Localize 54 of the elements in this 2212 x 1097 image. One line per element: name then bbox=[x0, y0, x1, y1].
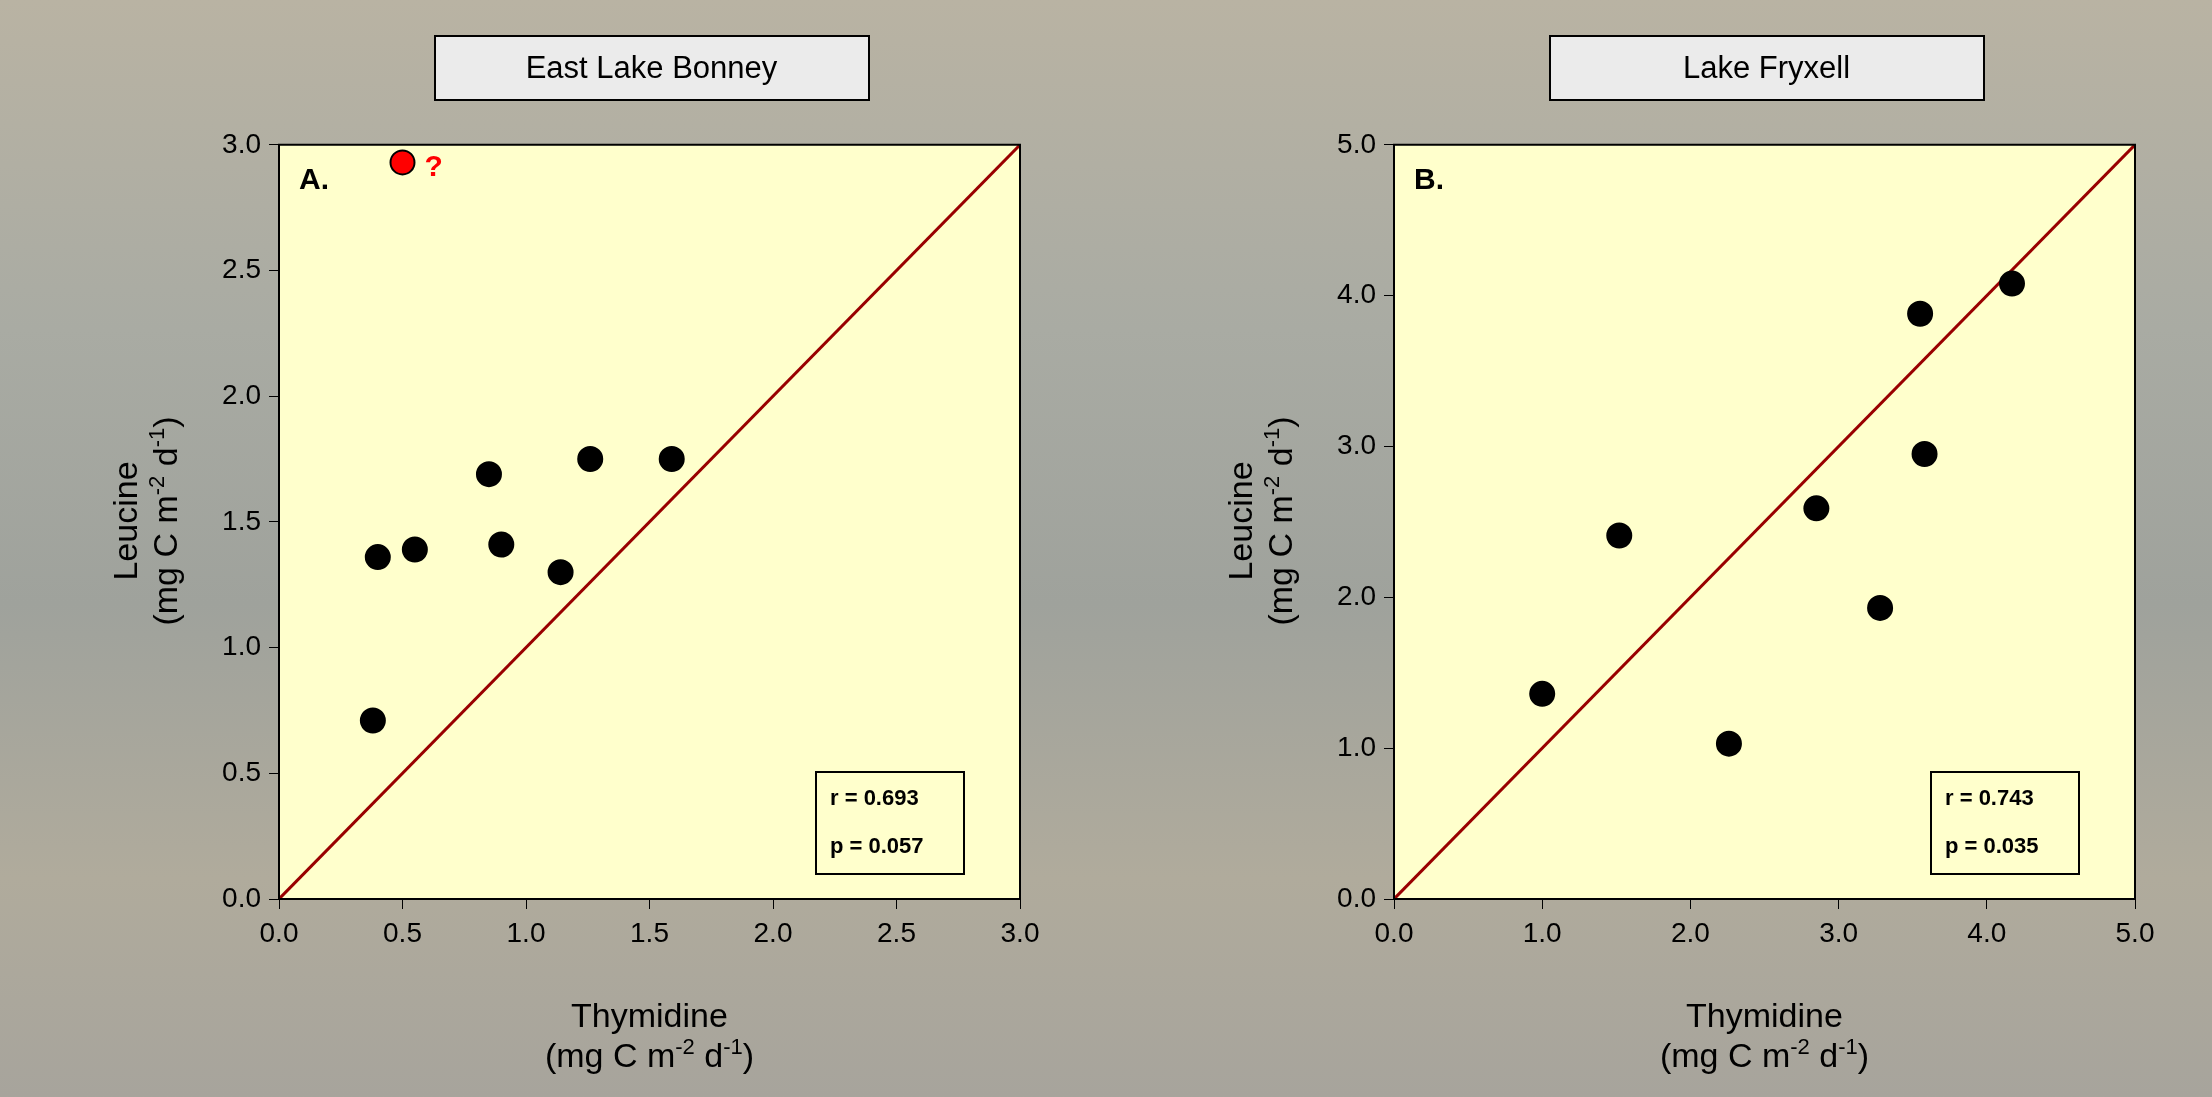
x-axis-title: Thymidine (mg C m$^{-2}$ d$^{-1}$) bbox=[1659, 995, 1870, 1075]
x-tick-label: 4.0 bbox=[1967, 916, 2007, 948]
point bbox=[1803, 495, 1830, 522]
y-tick-label: 4.0 bbox=[1337, 278, 1376, 310]
point bbox=[1529, 680, 1556, 707]
annotation: A. bbox=[299, 162, 329, 196]
x-tick-label: 2.0 bbox=[753, 916, 793, 948]
point bbox=[658, 446, 685, 473]
annotation: r = 0.743 bbox=[1945, 785, 2034, 811]
y-tick-label: 1.0 bbox=[1337, 730, 1376, 762]
point bbox=[1867, 594, 1894, 621]
y-tick-label: 3.0 bbox=[222, 127, 261, 159]
x-tick-label: 1.5 bbox=[630, 916, 669, 948]
point bbox=[1998, 270, 2025, 297]
annotation: p = 0.057 bbox=[830, 833, 924, 859]
point bbox=[1911, 441, 1938, 468]
x-tick-label: 0.0 bbox=[1374, 916, 1414, 948]
y-tick-label: 1.5 bbox=[222, 504, 261, 536]
y-tick-label: 2.0 bbox=[1337, 580, 1376, 612]
annotation: B. bbox=[1414, 162, 1444, 196]
point bbox=[547, 559, 574, 586]
annotation: r = 0.693 bbox=[830, 785, 919, 811]
y-tick-label: 2.0 bbox=[222, 378, 261, 410]
y-tick-label: 0.0 bbox=[1337, 881, 1376, 913]
y-tick-label: 2.5 bbox=[222, 253, 261, 285]
annotation: p = 0.035 bbox=[1945, 833, 2039, 859]
annotation: ? bbox=[424, 148, 443, 182]
x-axis-title: Thymidine (mg C m$^{-2}$ d$^{-1}$) bbox=[544, 995, 755, 1075]
x-tick-label: 2.0 bbox=[1670, 916, 1710, 948]
chart-title: Lake Fryxell bbox=[1548, 35, 1985, 101]
x-tick-label: 1.0 bbox=[506, 916, 546, 948]
x-tick-label: 0.0 bbox=[259, 916, 299, 948]
point bbox=[577, 446, 604, 473]
y-tick-label: 0.5 bbox=[222, 756, 261, 788]
point bbox=[1907, 300, 1934, 327]
x-tick-label: 0.5 bbox=[383, 916, 422, 948]
point bbox=[475, 461, 502, 488]
x-tick-label: 3.0 bbox=[1819, 916, 1859, 948]
point bbox=[488, 531, 515, 558]
x-tick-label: 5.0 bbox=[2115, 916, 2155, 948]
x-tick-label: 3.0 bbox=[1000, 916, 1040, 948]
point bbox=[359, 707, 386, 734]
point bbox=[401, 536, 428, 563]
point bbox=[389, 149, 416, 176]
y-tick-label: 0.0 bbox=[222, 881, 261, 913]
chart-title: East Lake Bonney bbox=[433, 35, 870, 101]
point bbox=[1606, 522, 1633, 549]
x-tick-label: 2.5 bbox=[877, 916, 916, 948]
point bbox=[1715, 730, 1742, 757]
point bbox=[364, 544, 391, 571]
y-tick-label: 3.0 bbox=[1337, 429, 1376, 461]
y-tick-label: 5.0 bbox=[1337, 127, 1376, 159]
x-tick-label: 1.0 bbox=[1522, 916, 1562, 948]
y-tick-label: 1.0 bbox=[222, 630, 261, 662]
